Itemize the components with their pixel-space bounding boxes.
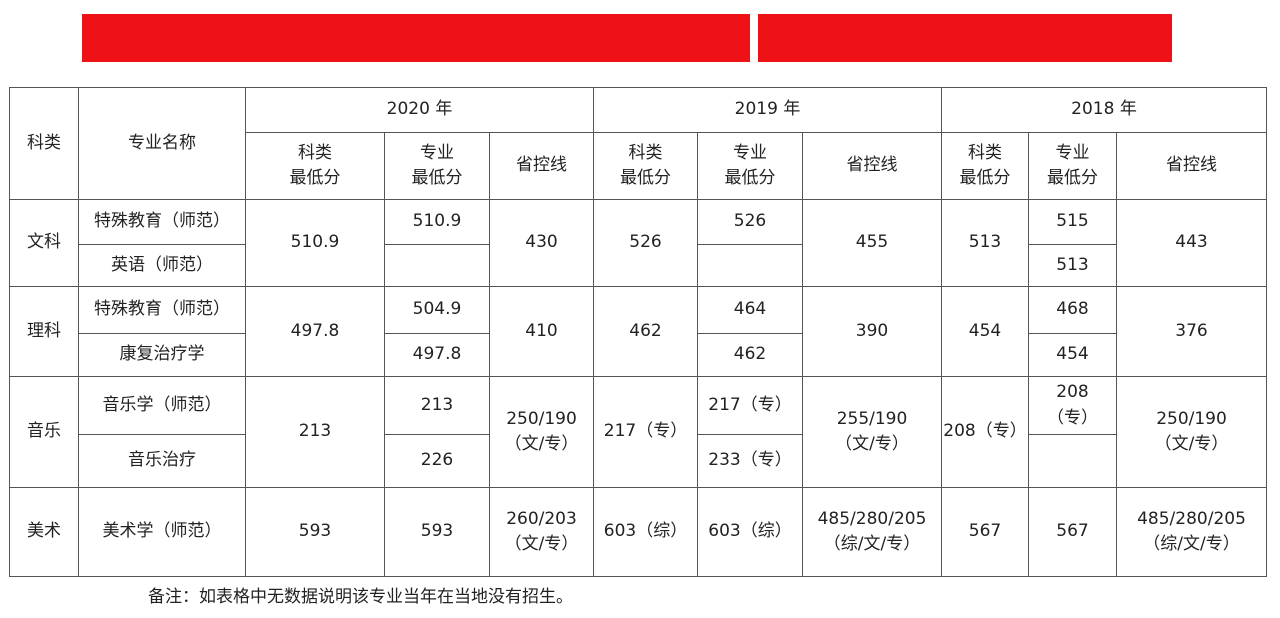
major-min-cell: 510.9 [384, 199, 490, 245]
footnote: 备注：如表格中无数据说明该专业当年在当地没有招生。 [148, 587, 573, 607]
table-row: 音乐治疗 226 233（专） [10, 434, 1267, 488]
cat-min-cell: 454 [941, 286, 1029, 377]
cat-min-cell: 510.9 [245, 199, 385, 287]
table-row: 美术 美术学（师范） 593 593 260/203 （文/专） 603（综） 6… [9, 487, 1267, 577]
control-line-cell: 255/190 （文/专） [802, 376, 942, 488]
major-cell: 特殊教育（师范） [78, 199, 246, 245]
header-year-2019: 2019 年 [593, 87, 942, 133]
major-min-cell: 217（专） [697, 376, 803, 435]
cat-min-cell: 567 [941, 487, 1029, 577]
major-min-cell: 513 [1028, 244, 1117, 287]
major-cell: 英语（师范） [78, 244, 246, 287]
title-banner-block-right [758, 14, 1172, 62]
cat-min-cell: 213 [245, 376, 385, 488]
control-line-cell: 376 [1116, 286, 1267, 377]
control-line-cell: 250/190 （文/专） [489, 376, 594, 488]
score-table: 科类 专业名称 2020 年 2019 年 2018 年 科类 最低分 专业 最低分… [9, 87, 1267, 577]
major-cell: 特殊教育（师范） [78, 286, 246, 334]
category-cell: 音乐 [9, 376, 79, 488]
major-min-cell: 497.8 [384, 333, 490, 377]
major-min-cell: 515 [1028, 199, 1117, 245]
title-banner-block-left [82, 14, 750, 62]
major-min-cell: 504.9 [384, 286, 490, 334]
header-control-line: 省控线 [802, 132, 942, 200]
major-min-cell [697, 244, 803, 287]
table-row: 音乐 音乐学（师范） 213 213 250/190 （文/专） 217（专） 2… [9, 376, 1267, 488]
major-cell: 美术学（师范） [78, 487, 246, 577]
header-year-2018: 2018 年 [941, 87, 1267, 133]
header-control-line: 省控线 [489, 132, 594, 200]
header-major: 专业名称 [78, 87, 246, 200]
score-table-container: 科类 专业名称 2020 年 2019 年 2018 年 科类 最低分 专业 最低分… [9, 87, 1267, 577]
header-major-min: 专业 最低分 [697, 132, 803, 200]
major-min-cell [384, 244, 490, 287]
major-min-cell: 603（综） [697, 487, 803, 577]
control-line-cell: 485/280/205 （综/文/专） [1116, 487, 1267, 577]
control-line-cell: 260/203 （文/专） [489, 487, 594, 577]
major-min-cell: 213 [384, 376, 490, 435]
control-line-cell: 390 [802, 286, 942, 377]
control-line-cell: 455 [802, 199, 942, 287]
control-line-cell: 485/280/205 （综/文/专） [802, 487, 942, 577]
header-major-min: 专业 最低分 [384, 132, 490, 200]
header-subrow: 科类 最低分 专业 最低分 省控线 科类 最低分 专业 最低分 省控线 科类 最低分 专业… [10, 132, 1267, 200]
cat-min-cell: 462 [593, 286, 698, 377]
major-min-cell: 567 [1028, 487, 1117, 577]
major-min-cell: 462 [697, 333, 803, 377]
major-min-cell: 226 [384, 434, 490, 488]
major-min-cell: 233（专） [697, 434, 803, 488]
major-min-cell: 464 [697, 286, 803, 334]
header-control-line: 省控线 [1116, 132, 1267, 200]
header-cat-min: 科类 最低分 [245, 132, 385, 200]
major-min-cell: 526 [697, 199, 803, 245]
header-cat-min: 科类 最低分 [941, 132, 1029, 200]
cat-min-cell: 208（专） [941, 376, 1029, 488]
major-cell: 康复治疗学 [78, 333, 246, 377]
major-min-cell: 593 [384, 487, 490, 577]
category-cell: 文科 [9, 199, 79, 287]
category-cell: 美术 [9, 487, 79, 577]
table-row: 文科 特殊教育（师范） 510.9 510.9 430 526 526 455 … [9, 199, 1267, 287]
control-line-cell: 250/190 （文/专） [1116, 376, 1267, 488]
control-line-cell: 430 [489, 199, 594, 287]
major-min-cell: 208 （专） [1028, 376, 1117, 435]
cat-min-cell: 526 [593, 199, 698, 287]
header-category: 科类 [9, 87, 79, 200]
cat-min-cell: 593 [245, 487, 385, 577]
cat-min-cell: 603（综） [593, 487, 698, 577]
major-cell: 音乐学（师范） [78, 376, 246, 435]
table-row: 英语（师范） 513 [10, 244, 1267, 287]
header-major-min: 专业 最低分 [1028, 132, 1117, 200]
table-row: 康复治疗学 497.8 462 454 [10, 333, 1267, 377]
major-min-cell [1028, 434, 1117, 488]
category-cell: 理科 [9, 286, 79, 377]
control-line-cell: 443 [1116, 199, 1267, 287]
table-row: 理科 特殊教育（师范） 497.8 504.9 410 462 464 390 … [9, 286, 1267, 377]
major-cell: 音乐治疗 [78, 434, 246, 488]
major-min-cell: 468 [1028, 286, 1117, 334]
cat-min-cell: 513 [941, 199, 1029, 287]
header-cat-min: 科类 最低分 [593, 132, 698, 200]
major-min-cell: 454 [1028, 333, 1117, 377]
title-banner [82, 14, 1172, 62]
control-line-cell: 410 [489, 286, 594, 377]
header-year-2020: 2020 年 [245, 87, 594, 133]
cat-min-cell: 217（专） [593, 376, 698, 488]
cat-min-cell: 497.8 [245, 286, 385, 377]
